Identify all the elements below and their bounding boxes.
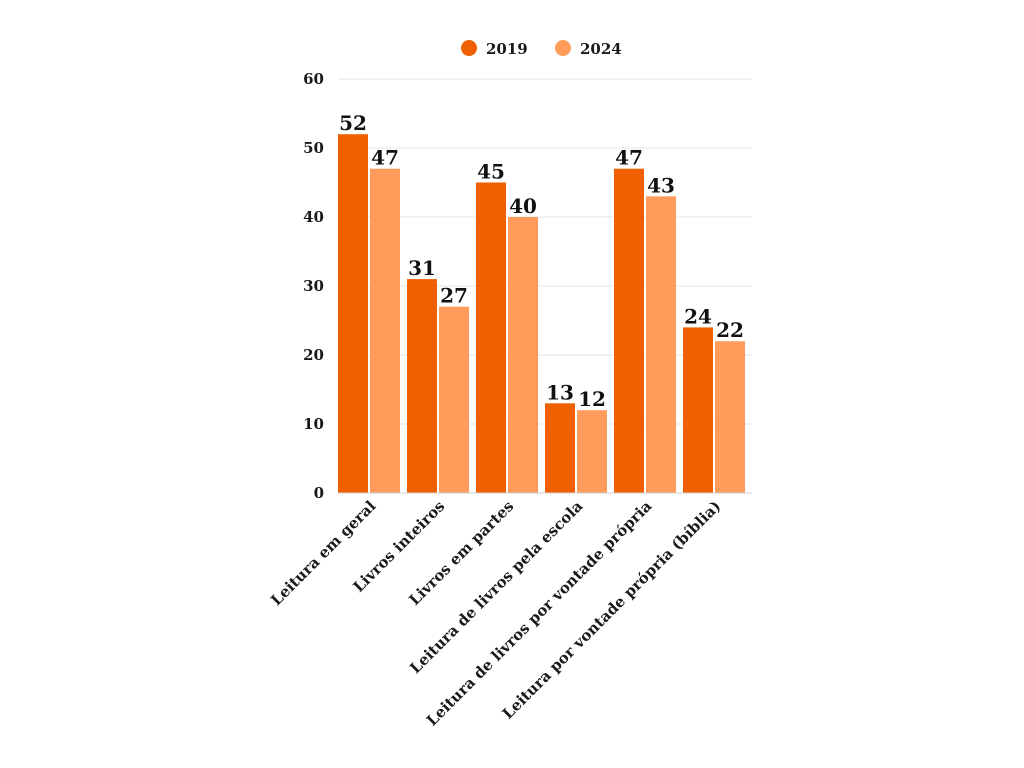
bar-2019	[338, 134, 368, 493]
y-tick-label: 30	[303, 277, 324, 295]
y-tick-label: 20	[303, 346, 324, 364]
legend-marker-2024	[555, 40, 571, 56]
bar-2024	[439, 306, 469, 493]
y-tick-label: 10	[303, 415, 324, 433]
data-label-2024: 43	[647, 173, 675, 197]
data-label-2024: 12	[578, 387, 606, 411]
y-tick-label: 50	[303, 139, 324, 157]
data-label-2019: 45	[477, 160, 505, 184]
y-tick-label: 40	[303, 208, 324, 226]
bar-2019	[407, 279, 437, 493]
data-label-2024: 47	[371, 146, 399, 170]
data-label-2024: 22	[716, 318, 744, 342]
bar-2024	[715, 341, 745, 493]
y-tick-label: 60	[303, 70, 324, 88]
data-label-2019: 13	[546, 380, 574, 404]
bar-2024	[508, 217, 538, 493]
bar-2024	[646, 196, 676, 494]
bar-2024	[370, 168, 400, 493]
data-label-2024: 40	[509, 194, 537, 218]
legend: 2019 2024	[461, 40, 622, 58]
bars	[338, 134, 745, 494]
bar-2019	[545, 403, 575, 493]
legend-marker-2019	[461, 40, 477, 56]
data-label-2019: 52	[339, 111, 367, 135]
data-label-2019: 31	[408, 256, 436, 280]
data-label-2024: 27	[440, 284, 468, 308]
y-tick-label: 0	[314, 484, 324, 502]
legend-label-2024: 2024	[580, 40, 622, 58]
bar-2019	[683, 327, 713, 493]
legend-label-2019: 2019	[486, 40, 528, 58]
bar-2019	[476, 182, 506, 493]
bar-2019	[614, 168, 644, 493]
data-label-2019: 24	[684, 304, 712, 328]
data-label-2019: 47	[615, 146, 643, 170]
y-axis: 0 10 20 30 40 50 60	[303, 70, 324, 502]
bar-2024	[577, 410, 607, 493]
